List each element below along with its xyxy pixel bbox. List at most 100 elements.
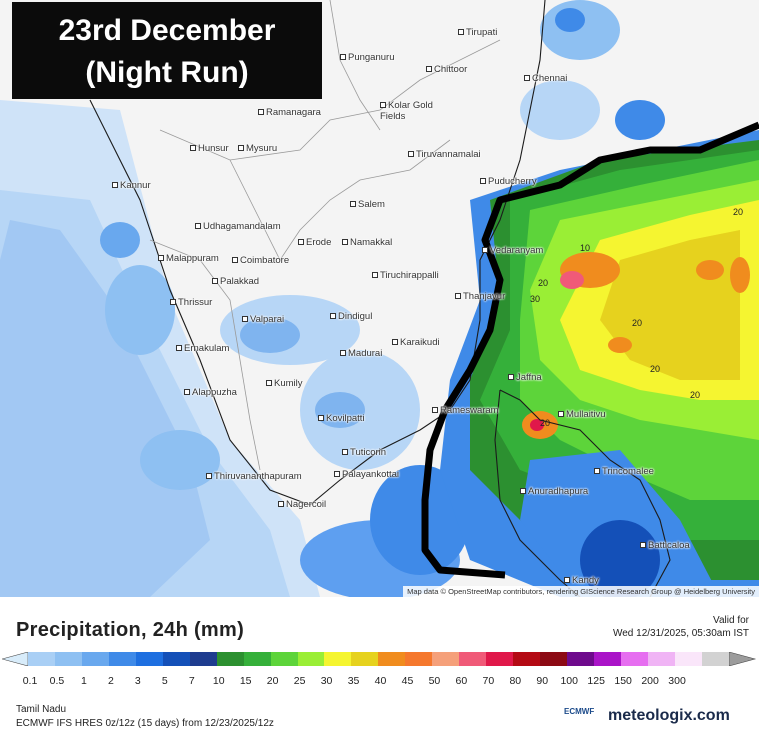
run-title-run: (Night Run) <box>85 56 249 89</box>
city-label[interactable]: Ernakulam <box>176 343 229 354</box>
city-label[interactable]: Trincomalee <box>594 466 654 477</box>
city-marker-icon <box>408 151 414 158</box>
city-label[interactable]: Palakkad <box>212 276 259 287</box>
ecmwf-logo: ECMWF <box>564 707 595 716</box>
city-label[interactable]: Hunsur <box>190 143 229 154</box>
city-label[interactable]: Tirupati <box>458 27 497 38</box>
scale-tick-label: 2 <box>107 675 114 687</box>
color-swatch <box>540 652 568 666</box>
city-marker-icon <box>426 66 432 73</box>
city-label[interactable]: Thiruvananthapuram <box>206 471 302 482</box>
city-label[interactable]: Palayankottai <box>334 469 399 480</box>
city-marker-icon <box>170 299 176 306</box>
city-marker-icon <box>330 313 336 320</box>
run-title-date: 23rd December <box>58 14 276 47</box>
city-label[interactable]: Ramanagara <box>258 107 321 118</box>
contour-label: 20 <box>540 418 551 428</box>
city-marker-icon <box>458 29 464 36</box>
city-label[interactable]: Puducherry <box>480 176 537 187</box>
scale-tick-label: 7 <box>188 675 195 687</box>
color-swatch <box>162 652 190 666</box>
city-label[interactable]: Mysuru <box>238 143 277 154</box>
city-label[interactable]: Kumily <box>266 378 303 389</box>
color-swatch <box>459 652 487 666</box>
city-marker-icon <box>238 145 244 152</box>
city-label[interactable]: Alappuzha <box>184 387 237 398</box>
city-label[interactable]: Madurai <box>340 348 382 359</box>
city-marker-icon <box>266 380 272 387</box>
color-swatch <box>674 652 702 666</box>
city-label[interactable]: Erode <box>298 237 331 248</box>
city-label[interactable]: Nagercoil <box>278 499 326 510</box>
color-swatch <box>701 652 729 666</box>
city-label[interactable]: Thrissur <box>170 297 212 308</box>
city-marker-icon <box>195 223 201 230</box>
scale-right-arrow-icon <box>729 652 757 666</box>
city-marker-icon <box>594 468 600 475</box>
city-marker-icon <box>640 542 646 549</box>
scale-tick-label: 40 <box>374 675 387 687</box>
valid-for-label: Valid for <box>713 615 749 626</box>
color-swatch <box>108 652 136 666</box>
city-label[interactable]: Anuradhapura <box>520 486 588 497</box>
scale-tick-label: 70 <box>482 675 495 687</box>
color-swatch <box>81 652 109 666</box>
city-label[interactable]: Namakkal <box>342 237 392 248</box>
precipitation-map[interactable]: 23rd December (Night Run) Tirupati Punga… <box>0 0 759 597</box>
city-marker-icon <box>392 339 398 346</box>
city-marker-icon <box>190 145 196 152</box>
city-label[interactable]: Thanjavur <box>455 291 505 302</box>
city-marker-icon <box>380 102 386 109</box>
meteologix-logo[interactable]: meteologix.com <box>608 707 730 724</box>
city-label[interactable]: Tiruchirappalli <box>372 270 439 281</box>
color-swatch <box>351 652 379 666</box>
city-marker-icon <box>432 407 438 414</box>
scale-tick-label: 50 <box>428 675 441 687</box>
city-label[interactable]: Chennai <box>524 73 567 84</box>
city-label[interactable]: Udhagamandalam <box>195 221 281 232</box>
scale-tick-label: 300 <box>668 675 686 687</box>
city-label[interactable]: Karaikudi <box>392 337 440 348</box>
city-label[interactable]: Valparai <box>242 314 284 325</box>
city-label[interactable]: Kandy <box>564 575 599 586</box>
city-label[interactable]: Tuticorin <box>342 447 386 458</box>
contour-label: 20 <box>733 207 744 217</box>
scale-tick-label: 150 <box>614 675 632 687</box>
city-marker-icon <box>212 278 218 285</box>
city-marker-icon <box>258 109 264 116</box>
color-swatch <box>647 652 675 666</box>
city-marker-icon <box>206 473 212 480</box>
city-label[interactable]: Chittoor <box>426 64 467 75</box>
city-marker-icon <box>558 411 564 418</box>
city-label[interactable]: Kolar Gold Fields <box>380 100 433 122</box>
city-marker-icon <box>158 255 164 262</box>
city-label[interactable]: Salem <box>350 199 385 210</box>
city-label[interactable]: Kannur <box>112 180 151 191</box>
run-title: 23rd December (Night Run) <box>12 2 322 99</box>
city-label[interactable]: Kovilpatti <box>318 413 365 424</box>
color-swatch <box>270 652 298 666</box>
city-label[interactable]: Mullaitivu <box>558 409 606 420</box>
city-marker-icon <box>350 201 356 208</box>
scale-tick-label: 125 <box>587 675 605 687</box>
scale-tick-label: 25 <box>293 675 306 687</box>
color-swatch <box>513 652 541 666</box>
map-attribution[interactable]: Map data © OpenStreetMap contributors, r… <box>403 586 759 597</box>
city-label[interactable]: Dindigul <box>330 311 372 322</box>
city-label[interactable]: Rameswaram <box>432 405 499 416</box>
scale-tick-label: 10 <box>212 675 225 687</box>
city-marker-icon <box>342 449 348 456</box>
city-label[interactable]: Punganuru <box>340 52 394 63</box>
color-swatch <box>297 652 325 666</box>
city-label[interactable]: Malappuram <box>158 253 219 264</box>
city-label[interactable]: Tiruvannamalai <box>408 149 481 160</box>
scale-tick-label: 90 <box>536 675 549 687</box>
city-marker-icon <box>278 501 284 508</box>
city-label[interactable]: Coimbatore <box>232 255 289 266</box>
color-swatch <box>324 652 352 666</box>
city-label[interactable]: Jaffna <box>508 372 542 383</box>
city-label[interactable]: Batticaloa <box>640 540 690 551</box>
scale-tick-label: 45 <box>401 675 414 687</box>
city-label[interactable]: Vedaranyam <box>482 245 543 256</box>
city-marker-icon <box>520 488 526 495</box>
